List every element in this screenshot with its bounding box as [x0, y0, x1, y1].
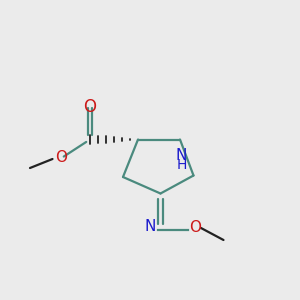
- Text: O: O: [189, 220, 201, 236]
- Text: O: O: [56, 150, 68, 165]
- Text: O: O: [83, 98, 97, 116]
- Text: H: H: [176, 158, 187, 172]
- Text: N: N: [176, 148, 187, 164]
- Text: N: N: [144, 219, 156, 234]
